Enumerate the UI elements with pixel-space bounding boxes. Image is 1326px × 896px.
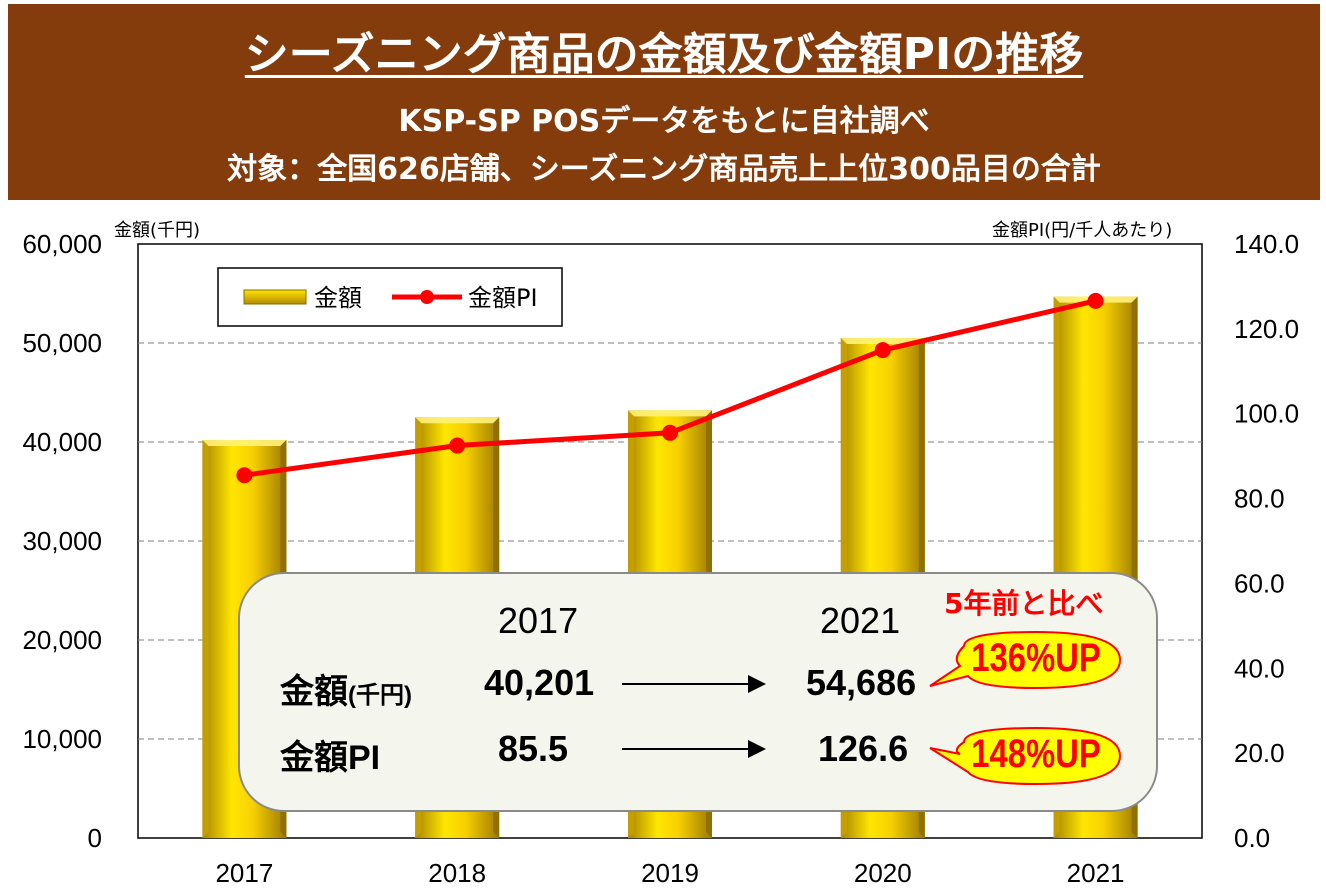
- legend-line-marker: [420, 290, 434, 304]
- bar-bevel-top: [840, 338, 925, 345]
- x-axis-tick-label: 2017: [215, 858, 273, 888]
- bar-bevel-left: [202, 440, 209, 838]
- pi-point: [236, 467, 253, 484]
- summary-row2-label: 金額PI: [280, 739, 381, 777]
- pi-point: [449, 437, 466, 454]
- right-axis-tick-label: 80.0: [1234, 484, 1285, 514]
- left-axis-tick-label: 0: [88, 823, 102, 853]
- callout-amount-text: 136%UP: [971, 636, 1101, 680]
- right-axis-tick-label: 100.0: [1234, 399, 1299, 429]
- callout-pi-change: 148%UP: [929, 724, 1124, 788]
- comparison-note: 5年前と比べ: [944, 587, 1104, 620]
- pi-point: [1087, 292, 1104, 309]
- right-axis-tick-label: 60.0: [1234, 568, 1285, 598]
- summary-row2-to: 126.6: [818, 728, 909, 769]
- header-banner: シーズニング商品の金額及び金額PIの推移 KSP-SP POSデータをもとに自社…: [8, 4, 1320, 200]
- left-axis-tick-label: 60,000: [22, 229, 102, 259]
- legend-bar-swatch: [243, 289, 307, 305]
- bar-bevel-top: [415, 417, 500, 424]
- pi-point: [874, 342, 891, 359]
- subtitle-scope: 対象：全国626店舗、シーズニング商品売上上位300品目の合計: [227, 152, 1101, 187]
- bar-bevel-top: [628, 410, 712, 417]
- right-axis-tick-label: 120.0: [1234, 314, 1299, 344]
- legend: 金額 金額PI: [217, 267, 563, 327]
- left-axis-tick-label: 50,000: [22, 328, 102, 358]
- left-axis-tick-label: 10,000: [22, 724, 102, 754]
- legend-label-amount: 金額: [314, 284, 362, 312]
- row1-arrow: [622, 675, 766, 693]
- summary-row2-from: 85.5: [498, 728, 569, 769]
- left-axis-unit: 金額(千円): [114, 220, 201, 241]
- left-axis-tick-label: 40,000: [22, 427, 102, 457]
- x-axis-tick-label: 2019: [641, 858, 699, 888]
- summary-row1-from: 40,201: [484, 662, 595, 703]
- summary-row1-label: 金額(千円): [280, 673, 412, 711]
- callout-pi-text: 148%UP: [971, 732, 1101, 776]
- page-title: シーズニング商品の金額及び金額PIの推移: [244, 29, 1084, 80]
- right-axis-tick-label: 40.0: [1234, 653, 1285, 683]
- summary-row1-to: 54,686: [806, 662, 917, 703]
- right-axis-tick-label: 140.0: [1234, 229, 1299, 259]
- x-axis-tick-label: 2020: [854, 858, 912, 888]
- x-axis-tick-label: 2021: [1067, 858, 1125, 888]
- summary-year-to: 2021: [820, 600, 901, 641]
- right-axis-unit: 金額PI(円/千人あたり): [992, 220, 1173, 241]
- left-axis-tick-label: 30,000: [22, 526, 102, 556]
- bar-bevel-top: [202, 440, 287, 447]
- right-axis-tick-label: 20.0: [1234, 738, 1285, 768]
- callout-amount-change: 136%UP: [929, 628, 1124, 692]
- pi-point: [662, 424, 678, 441]
- x-axis-tick-label: 2018: [428, 858, 486, 888]
- left-axis-tick-label: 20,000: [22, 625, 102, 655]
- right-axis-tick-label: 0.0: [1234, 823, 1270, 853]
- summary-year-from: 2017: [498, 600, 579, 641]
- legend-label-pi: 金額PI: [468, 284, 538, 312]
- subtitle-source: KSP-SP POSデータをもとに自社調べ: [398, 104, 930, 139]
- row2-arrow: [622, 740, 766, 758]
